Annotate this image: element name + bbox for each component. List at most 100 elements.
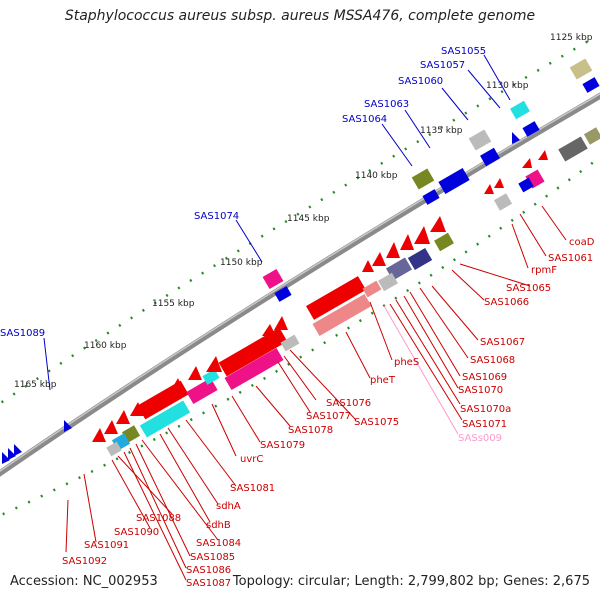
gene-block — [583, 127, 600, 145]
gene-block — [378, 272, 398, 292]
scale-label: 1165 kbp — [14, 380, 57, 390]
inner-scale-track — [0, 155, 600, 517]
scale-label: 1145 kbp — [287, 214, 330, 224]
gene-label: SAS1067 — [480, 337, 525, 348]
leader-line — [135, 443, 191, 557]
leader-line — [83, 473, 97, 543]
leader-line — [141, 439, 219, 541]
gene-label: coaD — [569, 237, 595, 248]
gene-arrow — [64, 420, 72, 432]
gene-arrow — [372, 252, 386, 266]
gene-label: SAS1070 — [458, 385, 503, 396]
inner-arrows — [92, 150, 548, 442]
leader-line — [483, 54, 511, 101]
scale-label: 1150 kbp — [220, 258, 263, 268]
gene-label: pheS — [394, 357, 419, 368]
outer-scale-track — [0, 38, 591, 405]
gene-arrow — [494, 178, 504, 188]
gene-label: SAS1061 — [548, 253, 593, 264]
inner-features — [92, 127, 600, 457]
gene-arrow — [188, 366, 202, 380]
gene-label: SAS1091 — [84, 540, 129, 551]
leader-line — [431, 285, 479, 341]
leader-line — [511, 223, 529, 269]
topology-text: Topology: circular; Length: 2,799,802 bp… — [232, 574, 590, 589]
leader-line — [185, 419, 237, 487]
gene-block — [582, 77, 600, 93]
leader-line — [441, 87, 469, 121]
gene-label: pheT — [370, 375, 396, 386]
gene-label: SAS1057 — [420, 60, 465, 71]
gene-label: SAS1070a — [460, 404, 511, 415]
leader-line — [409, 291, 461, 377]
gene-label: SAS1075 — [354, 417, 399, 428]
leader-line — [289, 349, 357, 421]
leader-line — [519, 213, 547, 257]
gene-arrow — [206, 356, 222, 372]
gene-block — [224, 347, 284, 391]
scale-label: 1135 kbp — [420, 126, 463, 136]
gene-block — [518, 177, 534, 193]
leader-line — [404, 109, 431, 149]
leader-line — [167, 427, 219, 505]
gene-label: SAS1060 — [398, 76, 443, 87]
scale-label: 1140 kbp — [355, 171, 398, 181]
gene-label: SAS1089 — [0, 328, 45, 339]
gene-label: SAS1069 — [462, 372, 507, 383]
gene-label: SAS1071 — [462, 419, 507, 430]
leader-line — [383, 305, 459, 435]
gene-label: SAS1068 — [470, 355, 515, 366]
gene-arrow — [262, 324, 276, 336]
gene-label: SAS1074 — [194, 211, 239, 222]
leader-line — [403, 295, 459, 389]
gene-label: SAS1085 — [190, 552, 235, 563]
gene-label: SAS1076 — [326, 398, 371, 409]
gene-label: SAS1084 — [196, 538, 241, 549]
gene-block — [422, 189, 440, 205]
gene-label: SAS1087 — [186, 578, 231, 589]
gene-block — [312, 293, 372, 337]
gene-label: SAS1088 — [136, 513, 181, 524]
gene-arrow — [538, 150, 548, 160]
leader-line — [117, 455, 173, 515]
leader-line — [467, 69, 501, 109]
gene-label: sdhA — [216, 501, 241, 512]
leader-line — [159, 433, 211, 523]
gene-block — [202, 369, 220, 385]
gene-block — [274, 286, 292, 302]
leader-line — [43, 337, 51, 391]
gene-label: SAS1064 — [342, 114, 387, 125]
gene-label: rpmF — [531, 265, 557, 276]
gene-label: SAS1090 — [114, 527, 159, 538]
gene-block — [106, 441, 122, 457]
leader-line — [255, 385, 291, 427]
leader-line — [65, 499, 69, 553]
gene-arrow — [512, 132, 520, 144]
gene-label: SAS1065 — [506, 283, 551, 294]
gene-block — [434, 232, 454, 252]
gene-label: sdhB — [206, 520, 231, 531]
gene-label: SAS1079 — [260, 440, 305, 451]
leader-line — [111, 459, 151, 529]
gene-block — [569, 58, 593, 80]
gene-block — [558, 136, 588, 162]
gene-block — [493, 193, 513, 211]
gene-label: SAS1055 — [441, 46, 486, 57]
gene-arrow — [14, 444, 22, 456]
gene-label: SAS1077 — [306, 411, 351, 422]
leader-line — [381, 123, 413, 167]
scale-label: 1160 kbp — [84, 341, 127, 351]
gene-label: uvrC — [240, 454, 263, 465]
leader-line — [369, 301, 393, 361]
gene-arrow — [414, 226, 430, 244]
gene-arrow — [2, 452, 10, 464]
gene-block — [139, 400, 191, 438]
gene-arrow — [116, 410, 130, 424]
gene-block — [480, 147, 500, 167]
gene-arrow — [362, 260, 374, 272]
outer-leader-lines — [43, 54, 511, 391]
inner-leader-lines — [65, 205, 567, 581]
leader-line — [459, 263, 531, 287]
gene-arrow — [484, 184, 494, 194]
